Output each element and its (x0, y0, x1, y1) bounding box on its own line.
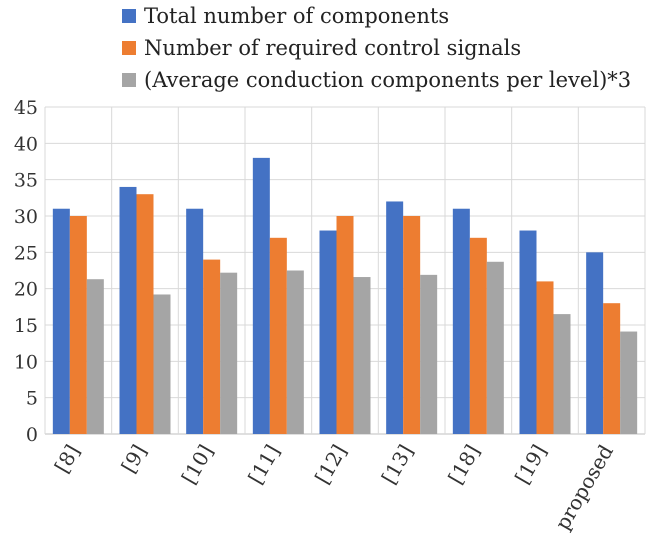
x-tick-label: [13] (377, 441, 418, 489)
y-tick-label: 15 (14, 315, 38, 337)
bar-control-signals (269, 237, 287, 434)
legend-label-total: Total number of components (144, 4, 450, 28)
y-tick-label: 5 (26, 388, 38, 410)
x-tick-label: [10] (177, 441, 218, 489)
bar-control-signals (469, 237, 487, 434)
bar-average-conduction (220, 272, 238, 434)
bar-control-signals (536, 281, 554, 434)
y-tick-label: 35 (14, 170, 38, 192)
legend-label-average-conduction: (Average conduction components per level… (144, 68, 632, 92)
bar-total (586, 252, 604, 434)
bar-total (252, 157, 270, 434)
bar-average-conduction (553, 314, 571, 434)
legend-item: (Average conduction components per level… (122, 64, 631, 96)
y-axis-ticks: 0 5 10 15 20 25 30 35 40 45 (14, 97, 38, 446)
bar-total (319, 230, 337, 434)
legend-swatch-total (122, 9, 136, 23)
x-tick-label: [9] (116, 441, 151, 478)
x-tick-label: [11] (243, 441, 284, 489)
chart-bars (52, 157, 638, 434)
x-tick-label: [12] (310, 441, 351, 489)
bar-total (119, 186, 137, 434)
x-tick-label: proposed (550, 440, 618, 534)
bar-total (386, 201, 404, 434)
bar-average-conduction (420, 274, 438, 434)
bar-control-signals (603, 303, 621, 434)
bar-control-signals (336, 216, 354, 434)
bar-average-conduction (86, 279, 104, 434)
y-tick-label: 25 (14, 242, 38, 264)
y-tick-label: 20 (14, 279, 38, 301)
y-tick-label: 0 (26, 424, 38, 446)
x-tick-label: [19] (510, 441, 551, 489)
bar-control-signals (69, 216, 87, 434)
bar-average-conduction (486, 261, 504, 434)
bar-total (186, 208, 204, 434)
bar-average-conduction (620, 331, 638, 434)
bar-average-conduction (353, 277, 371, 434)
x-tick-label: [8] (50, 441, 85, 478)
legend-item: Number of required control signals (122, 32, 631, 64)
legend-swatch-average-conduction (122, 73, 136, 87)
bar-total (519, 230, 537, 434)
x-tick-label: [18] (443, 441, 484, 489)
legend-swatch-control-signals (122, 41, 136, 55)
x-axis-ticks: [8] [9] [10] [11] [12] [13] [18] [19]proposed (50, 440, 618, 534)
bar-total (52, 208, 70, 434)
y-tick-label: 30 (14, 206, 38, 228)
bar-control-signals (136, 194, 154, 434)
bar-average-conduction (286, 270, 304, 434)
chart-legend: Total number of components Number of req… (122, 0, 631, 96)
bar-average-conduction (153, 294, 171, 434)
bar-control-signals (403, 216, 421, 434)
legend-item: Total number of components (122, 0, 631, 32)
bar-control-signals (203, 259, 221, 434)
legend-label-control-signals: Number of required control signals (144, 36, 522, 60)
y-tick-label: 40 (14, 133, 38, 155)
y-tick-label: 45 (14, 97, 38, 119)
bar-total (452, 208, 470, 434)
y-tick-label: 10 (14, 351, 38, 373)
